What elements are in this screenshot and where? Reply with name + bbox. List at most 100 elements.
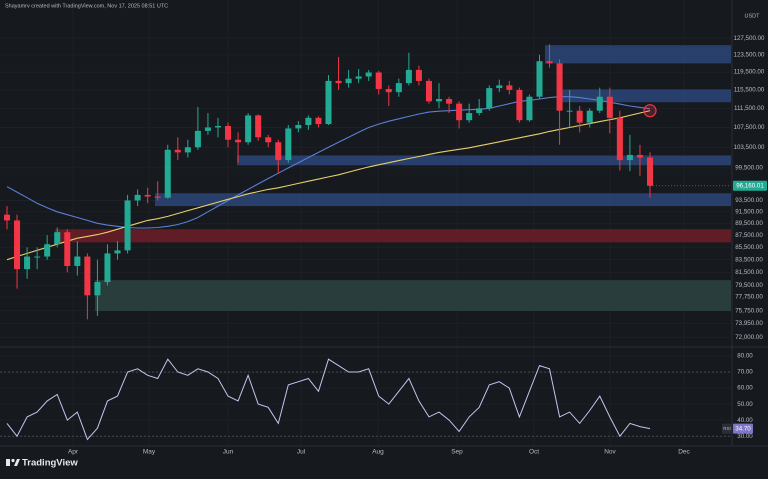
x-tick-label: Aug — [372, 449, 384, 456]
last-price-box — [733, 180, 767, 191]
candle-body — [134, 194, 141, 201]
candle-body — [496, 85, 503, 89]
candle-body — [425, 80, 432, 102]
y-tick-label: 127,500.00 — [734, 35, 766, 42]
brand: TradingView — [22, 458, 78, 469]
candle-body — [104, 253, 111, 283]
y-tick-label: 93,500.00 — [735, 197, 763, 204]
candle-body — [14, 220, 21, 270]
header: Shayamrv created with TradingView.com, N… — [5, 3, 168, 9]
candle-body — [24, 256, 31, 270]
rsi-name: RSI — [723, 426, 731, 431]
candle-body — [436, 99, 443, 102]
candle-body — [194, 130, 201, 148]
candle-body — [375, 72, 382, 89]
candle-body — [405, 69, 412, 84]
candle-body — [114, 250, 121, 254]
candle-body — [64, 232, 71, 266]
y-tick-label: 79,500.00 — [735, 282, 763, 289]
plot-layer — [55, 45, 731, 311]
rsi-tick-label: 80.00 — [737, 353, 753, 360]
candle-body — [225, 125, 232, 140]
rsi-value-box — [733, 423, 753, 434]
zone — [560, 89, 731, 103]
rsi-tick-label: 40.00 — [737, 417, 753, 424]
candle-body — [526, 96, 533, 121]
y-tick-label: 103,500.00 — [734, 144, 766, 151]
rsi-tick-label: 30.00 — [737, 433, 753, 440]
y-tick-label: 89,500.00 — [735, 220, 763, 227]
candle-body — [556, 63, 563, 111]
candle-body — [596, 96, 603, 111]
moving-average — [6, 110, 651, 261]
candle-body — [174, 149, 181, 153]
candle-body — [94, 282, 101, 296]
zone — [155, 193, 731, 207]
y-tick-label: 73,950.00 — [735, 320, 763, 327]
candle-body — [365, 72, 372, 77]
last-price-label: 96,160.01 — [736, 182, 764, 189]
x-tick-label: Apr — [68, 449, 79, 456]
candle-body — [446, 99, 453, 104]
zone — [55, 229, 731, 243]
candle-body — [476, 108, 483, 114]
candle-body — [486, 88, 493, 109]
candle-body — [325, 80, 332, 125]
y-tick-label: 107,500.00 — [734, 124, 766, 131]
y-tick-label: 111,500.00 — [734, 105, 765, 112]
candle-body — [415, 69, 422, 81]
rsi-line — [6, 358, 651, 441]
highlight-circle — [643, 104, 657, 118]
rsi-label-box — [722, 423, 732, 434]
candle-body — [616, 117, 623, 161]
zone — [237, 155, 731, 166]
zone — [545, 45, 731, 64]
candle-body — [355, 76, 362, 79]
candle-body — [204, 127, 211, 131]
brand-logo: TradingView — [6, 458, 78, 469]
candle-body — [566, 110, 573, 112]
candle-body — [214, 125, 221, 128]
x-tick-label: Jun — [223, 449, 234, 456]
candle-body — [345, 78, 352, 84]
candle-body — [295, 125, 302, 129]
candle-body — [315, 117, 322, 125]
rsi-value-label: 34.70 — [735, 425, 751, 432]
y-tick-label: 123,500.00 — [734, 51, 766, 58]
candle-body — [265, 137, 272, 143]
candle-body — [385, 88, 392, 93]
moving-average — [6, 96, 651, 229]
candle-body — [335, 80, 342, 84]
candle-body — [245, 115, 252, 143]
y-tick-label: 72,000.00 — [735, 334, 763, 341]
rsi-tick-label: 50.00 — [737, 401, 753, 408]
rsi-tick-label: 70.00 — [737, 369, 753, 376]
x-tick-label: May — [143, 449, 156, 456]
y-tick-label: 77,750.00 — [735, 294, 763, 301]
y-tick-label: 75,750.00 — [735, 307, 763, 314]
candle-body — [54, 232, 61, 245]
candle-body — [536, 61, 543, 97]
candle-body — [456, 103, 463, 121]
y-tick-label: 81,500.00 — [735, 269, 763, 276]
candle-body — [606, 96, 613, 118]
candle-body — [34, 256, 41, 258]
candle-body — [636, 154, 643, 158]
candle-body — [646, 157, 654, 186]
y-tick-label: 85,500.00 — [735, 244, 763, 251]
x-tick-label: Dec — [678, 449, 690, 456]
currency: USDT — [745, 13, 761, 19]
y-tick-label: 99,500.00 — [735, 165, 763, 172]
candle-body — [285, 128, 292, 161]
x-tick-label: Nov — [604, 449, 616, 456]
candle-body — [84, 256, 91, 296]
zone — [95, 280, 731, 311]
candle-body — [395, 83, 402, 93]
candle-body — [546, 61, 553, 64]
candle-body — [74, 256, 81, 266]
y-tick-label: 87,500.00 — [735, 232, 763, 239]
candle-body — [164, 149, 171, 198]
y-tick-label: 91,500.00 — [735, 208, 763, 215]
rsi-tick-label: 60.00 — [737, 385, 753, 392]
